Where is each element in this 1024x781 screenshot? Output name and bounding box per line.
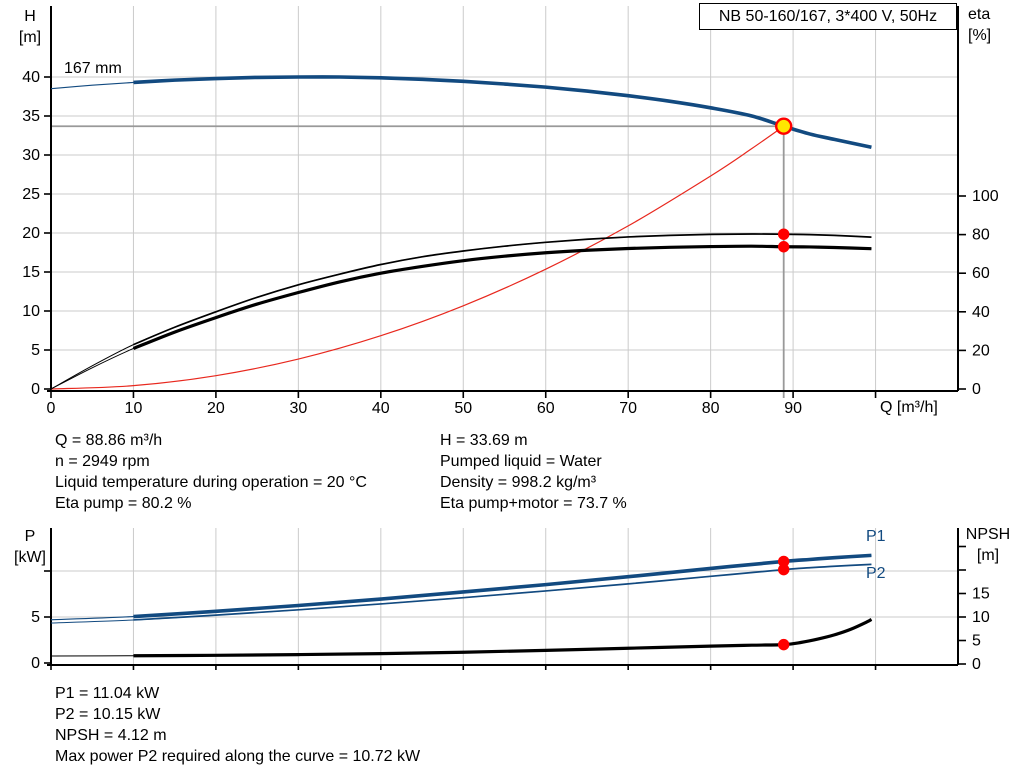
tick-marks xyxy=(44,545,966,670)
eta-axis-name: eta xyxy=(968,6,991,23)
duty-dot-marker xyxy=(777,228,790,240)
impeller-diameter-label: 167 mm xyxy=(64,60,122,77)
duty-density-text: Density = 998.2 kg/m³ xyxy=(440,474,597,491)
npsh-value-text: NPSH = 4.12 m xyxy=(55,727,167,744)
gridlines xyxy=(51,528,958,665)
power-axis-unit: [kW] xyxy=(14,549,46,566)
svg-text:90: 90 xyxy=(784,400,802,417)
svg-text:40: 40 xyxy=(972,304,990,321)
series-p1 xyxy=(50,553,872,621)
duty-info-right-column: H = 33.69 m Pumped liquid = Water Densit… xyxy=(440,430,627,514)
svg-text:15: 15 xyxy=(972,586,990,603)
qh-left-axis-unit: [m] xyxy=(18,29,42,46)
power-axis-label: P [kW] xyxy=(8,526,52,568)
eta-axis-label: eta [%] xyxy=(968,4,1012,46)
npsh-axis-unit: [m] xyxy=(976,547,1000,564)
series-eta-pump xyxy=(50,233,872,390)
series-eta-pump-motor xyxy=(50,244,872,390)
duty-dot-marker xyxy=(777,241,790,253)
svg-text:35: 35 xyxy=(22,108,40,125)
svg-text:0: 0 xyxy=(31,381,40,398)
q-axis-label: Q [m³/h] xyxy=(880,399,938,416)
pump-model-title-box: NB 50-160/167, 3*400 V, 50Hz xyxy=(699,3,957,30)
series-h-167-mm- xyxy=(50,75,872,149)
series-p2 xyxy=(50,563,872,624)
duty-liquid-temp-text: Liquid temperature during operation = 20… xyxy=(55,474,367,491)
chart-power-npsh: 0 5 0 5 10 15 xyxy=(31,528,990,673)
svg-text:25: 25 xyxy=(22,186,40,203)
duty-crosshair xyxy=(51,125,785,398)
tick-labels: 0 5 10 15 20 25 30 35 40 0 20 40 60 80 100 0 10 20 30 40 50 6… xyxy=(22,69,999,417)
svg-text:0: 0 xyxy=(972,381,981,398)
p2-curve-label: P2 xyxy=(866,565,886,582)
duty-eta-pump-motor-text: Eta pump+motor = 73.7 % xyxy=(440,495,627,512)
tick-labels: 0 5 0 5 10 15 xyxy=(31,586,990,674)
duty-dot-marker xyxy=(777,638,790,651)
svg-text:30: 30 xyxy=(22,147,40,164)
series-npsh xyxy=(50,617,873,658)
svg-text:15: 15 xyxy=(22,264,40,281)
svg-text:40: 40 xyxy=(22,69,40,86)
svg-text:10: 10 xyxy=(125,400,143,417)
power-axis-name: P xyxy=(24,528,36,545)
duty-markers xyxy=(777,555,790,651)
duty-markers xyxy=(774,117,793,253)
duty-speed-text: n = 2949 rpm xyxy=(55,453,150,470)
svg-text:60: 60 xyxy=(537,400,555,417)
p2-value-text: P2 = 10.15 kW xyxy=(55,706,161,723)
svg-text:0: 0 xyxy=(31,655,40,672)
svg-text:80: 80 xyxy=(972,227,990,244)
npsh-axis-name: NPSH xyxy=(965,526,1011,543)
duty-eta-pump-text: Eta pump = 80.2 % xyxy=(55,495,192,512)
axes xyxy=(47,528,959,666)
svg-text:20: 20 xyxy=(22,225,40,242)
chart-qh-eta: 0 5 10 15 20 25 30 35 40 0 20 40 60 80 100 0 10 20 30 40 50 6… xyxy=(22,6,999,417)
svg-text:20: 20 xyxy=(972,342,990,359)
qh-left-axis-name: H xyxy=(24,8,36,25)
duty-dot-marker xyxy=(777,563,790,576)
svg-text:5: 5 xyxy=(31,609,40,626)
npsh-axis-label: NPSH [m] xyxy=(958,524,1018,566)
series-system-curve xyxy=(50,125,785,390)
axes xyxy=(47,6,959,392)
svg-text:5: 5 xyxy=(972,633,981,650)
svg-text:50: 50 xyxy=(454,400,472,417)
svg-text:10: 10 xyxy=(22,303,40,320)
p1-value-text: P1 = 11.04 kW xyxy=(55,685,160,702)
svg-text:30: 30 xyxy=(289,400,307,417)
duty-flow-text: Q = 88.86 m³/h xyxy=(55,432,163,449)
svg-text:5: 5 xyxy=(31,342,40,359)
qh-left-axis-label: H [m] xyxy=(8,6,52,48)
gridlines xyxy=(51,6,958,391)
duty-dot-marker xyxy=(777,555,790,568)
duty-info-left-column: Q = 88.86 m³/h n = 2949 rpm Liquid tempe… xyxy=(55,430,367,514)
svg-text:80: 80 xyxy=(702,400,720,417)
p1-curve-label: P1 xyxy=(866,528,886,545)
svg-text:70: 70 xyxy=(619,400,637,417)
duty-head-text: H = 33.69 m xyxy=(440,432,528,449)
svg-text:20: 20 xyxy=(207,400,225,417)
svg-text:10: 10 xyxy=(972,609,990,626)
power-info-block: P1 = 11.04 kW P2 = 10.15 kW NPSH = 4.12 … xyxy=(55,683,420,767)
svg-text:0: 0 xyxy=(47,400,56,417)
tick-marks xyxy=(44,76,966,398)
svg-text:0: 0 xyxy=(972,656,981,673)
eta-axis-unit: [%] xyxy=(968,27,992,44)
svg-text:60: 60 xyxy=(972,265,990,282)
max-power-text: Max power P2 required along the curve = … xyxy=(55,748,421,765)
svg-text:40: 40 xyxy=(372,400,390,417)
duty-pumped-liquid-text: Pumped liquid = Water xyxy=(440,453,602,470)
svg-text:100: 100 xyxy=(972,188,999,205)
duty-point-marker xyxy=(774,117,793,135)
